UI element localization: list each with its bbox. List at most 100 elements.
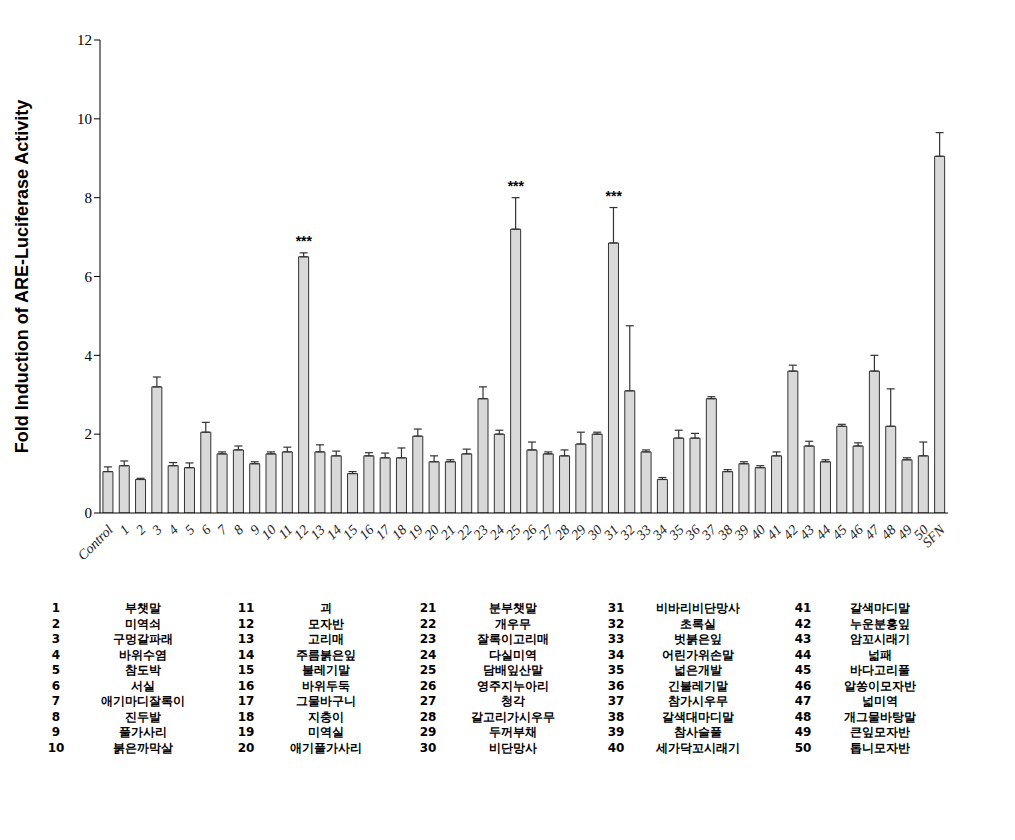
svg-text:24: 24 xyxy=(420,648,437,662)
svg-text:41: 41 xyxy=(795,601,812,615)
svg-text:톱니모자반: 톱니모자반 xyxy=(850,741,910,755)
svg-text:3: 3 xyxy=(149,522,165,538)
svg-text:26: 26 xyxy=(420,679,437,693)
svg-text:초록실: 초록실 xyxy=(680,617,716,631)
svg-text:참가시우무: 참가시우무 xyxy=(668,694,728,708)
svg-text:5: 5 xyxy=(52,663,60,677)
svg-text:Fold Induction of ARE-Lucifera: Fold Induction of ARE-Luciferase Activit… xyxy=(12,100,32,454)
svg-text:잘록이고리매: 잘록이고리매 xyxy=(477,632,549,646)
svg-text:5: 5 xyxy=(182,522,198,538)
svg-text:7: 7 xyxy=(52,694,60,708)
svg-text:***: *** xyxy=(606,188,623,204)
svg-text:6: 6 xyxy=(85,269,93,285)
svg-text:갈색대마디말: 갈색대마디말 xyxy=(662,710,734,724)
svg-text:48: 48 xyxy=(795,710,812,724)
svg-text:4: 4 xyxy=(166,522,182,538)
svg-text:2: 2 xyxy=(85,426,93,442)
svg-text:44: 44 xyxy=(795,648,812,662)
svg-text:34: 34 xyxy=(608,648,625,662)
svg-text:29: 29 xyxy=(420,725,437,739)
svg-text:6: 6 xyxy=(52,679,60,693)
svg-text:갈색마디말: 갈색마디말 xyxy=(850,601,910,615)
svg-text:4: 4 xyxy=(52,648,60,662)
svg-text:분부챗말: 분부챗말 xyxy=(489,601,537,615)
svg-text:2: 2 xyxy=(52,617,60,631)
svg-text:16: 16 xyxy=(238,679,255,693)
svg-text:미역실: 미역실 xyxy=(308,725,344,739)
svg-text:9: 9 xyxy=(52,725,60,739)
svg-text:갈고리가시우무: 갈고리가시우무 xyxy=(471,710,555,724)
svg-text:개그물바탕말: 개그물바탕말 xyxy=(844,710,916,724)
svg-text:두꺼부채: 두꺼부채 xyxy=(489,725,537,739)
svg-text:20: 20 xyxy=(238,741,255,755)
svg-text:32: 32 xyxy=(608,617,625,631)
svg-text:Control: Control xyxy=(75,522,116,563)
svg-text:37: 37 xyxy=(608,694,625,708)
svg-text:42: 42 xyxy=(795,617,812,631)
svg-text:33: 33 xyxy=(608,632,625,646)
svg-text:43: 43 xyxy=(795,632,812,646)
svg-text:개우무: 개우무 xyxy=(495,617,531,631)
svg-text:부챗말: 부챗말 xyxy=(125,601,161,615)
svg-text:넓은개발: 넓은개발 xyxy=(674,663,722,677)
svg-text:참사슬풀: 참사슬풀 xyxy=(674,725,722,739)
svg-text:붉은까막살: 붉은까막살 xyxy=(113,741,173,755)
svg-text:구멍갈파래: 구멍갈파래 xyxy=(113,632,173,646)
svg-text:8: 8 xyxy=(52,710,60,724)
svg-text:지충이: 지충이 xyxy=(308,710,344,724)
svg-text:풀가사리: 풀가사리 xyxy=(119,725,167,739)
svg-text:39: 39 xyxy=(608,725,625,739)
svg-text:주름붉은잎: 주름붉은잎 xyxy=(296,648,356,662)
svg-text:2: 2 xyxy=(133,522,149,538)
svg-text:6: 6 xyxy=(198,522,214,538)
svg-text:3: 3 xyxy=(52,632,60,646)
svg-text:15: 15 xyxy=(238,663,255,677)
svg-text:긴불레기말: 긴불레기말 xyxy=(668,679,728,693)
svg-text:46: 46 xyxy=(795,679,812,693)
svg-text:11: 11 xyxy=(238,601,255,615)
svg-text:애기마디잘록이: 애기마디잘록이 xyxy=(101,694,185,708)
svg-text:어린가위손말: 어린가위손말 xyxy=(662,648,734,662)
svg-text:12: 12 xyxy=(238,617,255,631)
svg-text:0: 0 xyxy=(85,505,93,521)
svg-text:1: 1 xyxy=(117,522,133,538)
svg-text:***: *** xyxy=(508,178,525,194)
svg-text:큰잎모자반: 큰잎모자반 xyxy=(850,725,910,739)
svg-text:바위수염: 바위수염 xyxy=(119,648,167,662)
svg-text:고리매: 고리매 xyxy=(308,632,344,646)
svg-text:19: 19 xyxy=(238,725,255,739)
svg-text:40: 40 xyxy=(608,741,625,755)
svg-text:35: 35 xyxy=(608,663,625,677)
svg-text:비바리비단망사: 비바리비단망사 xyxy=(656,601,740,615)
svg-text:넓패: 넓패 xyxy=(868,648,892,662)
svg-text:28: 28 xyxy=(420,710,437,724)
svg-text:알쏭이모자반: 알쏭이모자반 xyxy=(844,679,916,693)
svg-text:10: 10 xyxy=(77,111,92,127)
svg-text:18: 18 xyxy=(238,710,255,724)
svg-text:47: 47 xyxy=(795,694,812,708)
svg-text:청각: 청각 xyxy=(501,694,525,708)
svg-text:바위두둑: 바위두둑 xyxy=(302,679,350,693)
svg-text:23: 23 xyxy=(420,632,437,646)
svg-text:세가닥꼬시래기: 세가닥꼬시래기 xyxy=(655,741,740,755)
svg-text:괴: 괴 xyxy=(320,601,332,615)
svg-text:45: 45 xyxy=(795,663,812,677)
svg-text:SFN: SFN xyxy=(919,522,948,551)
svg-text:그물바구니: 그물바구니 xyxy=(296,694,356,708)
svg-text:50: 50 xyxy=(795,741,812,755)
svg-text:애기풀가사리: 애기풀가사리 xyxy=(290,741,362,755)
svg-text:21: 21 xyxy=(420,601,437,615)
svg-text:4: 4 xyxy=(85,348,93,364)
svg-text:14: 14 xyxy=(238,648,255,662)
svg-text:49: 49 xyxy=(795,725,812,739)
svg-text:담배잎산말: 담배잎산말 xyxy=(483,663,543,677)
svg-text:1: 1 xyxy=(52,601,60,615)
svg-text:12: 12 xyxy=(77,32,92,48)
svg-text:진두발: 진두발 xyxy=(125,710,161,724)
svg-text:17: 17 xyxy=(238,694,255,708)
svg-text:누운분홍잎: 누운분홍잎 xyxy=(850,617,910,631)
svg-text:서실: 서실 xyxy=(131,679,155,693)
svg-text:13: 13 xyxy=(238,632,255,646)
svg-text:10: 10 xyxy=(48,741,65,755)
svg-text:8: 8 xyxy=(231,522,247,538)
